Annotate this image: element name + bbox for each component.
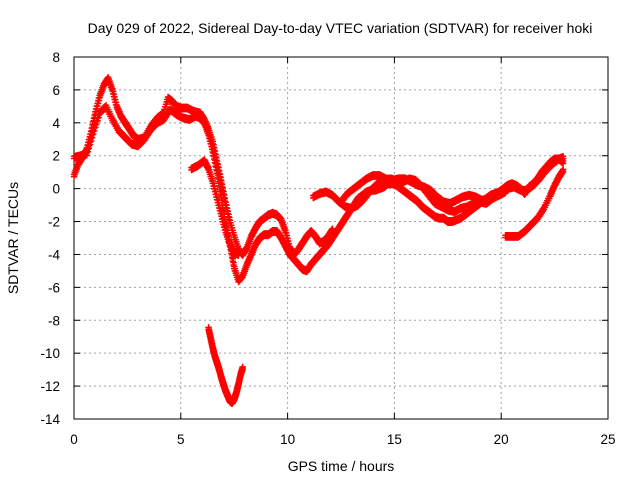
data-point: [212, 163, 219, 170]
data-point: [243, 246, 250, 254]
data-point: [235, 252, 242, 259]
grid: [74, 57, 608, 419]
y-tick-label: -6: [48, 280, 60, 295]
x-tick-label: 10: [280, 432, 295, 447]
y-tick-label: -4: [48, 247, 60, 262]
data-point: [85, 144, 93, 152]
x-tick-label: 5: [177, 432, 185, 447]
series-track-c: [188, 156, 242, 259]
data-point: [559, 155, 567, 162]
y-tick-label: 2: [52, 149, 60, 164]
data-point: [213, 166, 220, 174]
x-axis-label: GPS time / hours: [288, 458, 395, 474]
data-point: [210, 152, 217, 159]
series-track-e: [337, 152, 567, 208]
y-tick-label: -14: [40, 412, 60, 427]
series-track-f: [502, 166, 567, 241]
x-tick-label: 0: [70, 432, 78, 447]
x-tick-label: 15: [387, 432, 402, 447]
data-point: [239, 365, 246, 373]
data-point: [211, 159, 219, 166]
y-tick-label: -10: [40, 346, 60, 361]
data-point: [204, 165, 212, 172]
series-track-g: [205, 324, 246, 407]
data-point: [209, 148, 217, 156]
series-track-a: [70, 73, 336, 259]
plot-frame: [73, 56, 609, 420]
data-point: [84, 148, 92, 155]
data-point: [87, 137, 95, 145]
x-tick-label: 25: [600, 432, 615, 447]
data-point: [94, 117, 101, 124]
data-point: [91, 127, 98, 134]
x-tick-label: 20: [494, 432, 509, 447]
data-point: [92, 124, 99, 131]
y-tick-label: -8: [48, 313, 60, 328]
data-point: [93, 120, 100, 128]
data-point: [83, 152, 91, 159]
y-tick-label: 6: [52, 83, 60, 98]
y-tick-label: -2: [48, 215, 60, 230]
data-point: [86, 141, 94, 148]
data-point: [559, 169, 566, 177]
y-axis-label: SDTVAR / TECUs: [5, 182, 21, 294]
data-point: [211, 155, 218, 163]
y-tick-label: -12: [40, 379, 60, 394]
chart-title: Day 029 of 2022, Sidereal Day-to-day VTE…: [88, 20, 593, 36]
y-tick-label: 8: [52, 50, 60, 65]
data-point: [88, 134, 96, 141]
data-marks: [70, 73, 567, 407]
y-tick-label: 4: [52, 116, 60, 131]
data-point: [90, 130, 97, 138]
data-point: [559, 168, 567, 175]
y-tick-label: 0: [52, 182, 60, 197]
data-point: [95, 114, 102, 121]
